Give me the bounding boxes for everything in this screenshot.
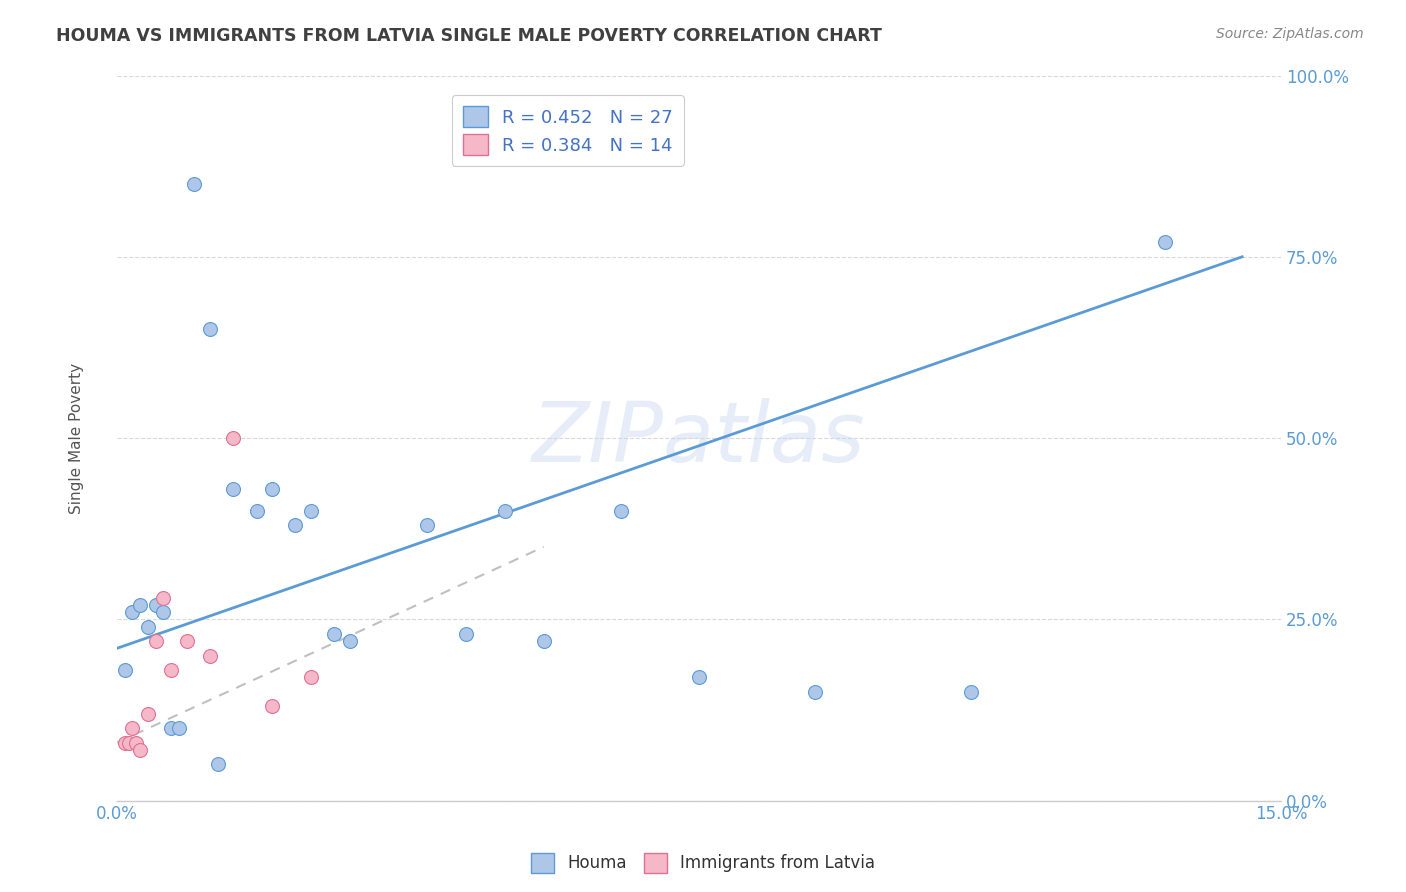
Point xyxy=(160,663,183,677)
Point xyxy=(198,648,221,663)
Text: HOUMA VS IMMIGRANTS FROM LATVIA SINGLE MALE POVERTY CORRELATION CHART: HOUMA VS IMMIGRANTS FROM LATVIA SINGLE M… xyxy=(56,27,882,45)
Point xyxy=(804,685,827,699)
Point xyxy=(136,619,159,633)
Point xyxy=(125,736,148,750)
Point xyxy=(121,721,143,735)
Point xyxy=(207,757,229,772)
Point xyxy=(145,598,167,612)
Point xyxy=(222,482,245,496)
Point xyxy=(323,627,346,641)
Point xyxy=(160,721,183,735)
Point xyxy=(129,598,152,612)
Point xyxy=(114,736,136,750)
Point xyxy=(167,721,190,735)
Point xyxy=(145,634,167,648)
Point xyxy=(959,685,981,699)
Legend: Houma, Immigrants from Latvia: Houma, Immigrants from Latvia xyxy=(524,847,882,880)
Point xyxy=(152,591,174,605)
Point xyxy=(245,503,267,517)
Point xyxy=(152,605,174,619)
Point xyxy=(610,503,633,517)
Point xyxy=(121,605,143,619)
Point xyxy=(284,518,307,533)
Point xyxy=(1153,235,1175,250)
Point xyxy=(494,503,516,517)
Point xyxy=(117,736,139,750)
Text: Single Male Poverty: Single Male Poverty xyxy=(69,362,83,514)
Text: ZIPatlas: ZIPatlas xyxy=(531,398,866,479)
Point xyxy=(198,322,221,336)
Point xyxy=(129,743,152,757)
Point xyxy=(416,518,439,533)
Point xyxy=(339,634,361,648)
Point xyxy=(262,699,284,714)
Point xyxy=(183,178,205,192)
Legend: R = 0.452   N = 27, R = 0.384   N = 14: R = 0.452 N = 27, R = 0.384 N = 14 xyxy=(451,95,683,166)
Point xyxy=(262,482,284,496)
Point xyxy=(136,706,159,721)
Point xyxy=(299,503,322,517)
Point xyxy=(456,627,478,641)
Point xyxy=(533,634,555,648)
Text: Source: ZipAtlas.com: Source: ZipAtlas.com xyxy=(1216,27,1364,41)
Point xyxy=(299,670,322,684)
Point xyxy=(114,663,136,677)
Point xyxy=(176,634,198,648)
Point xyxy=(688,670,710,684)
Point xyxy=(222,431,245,445)
